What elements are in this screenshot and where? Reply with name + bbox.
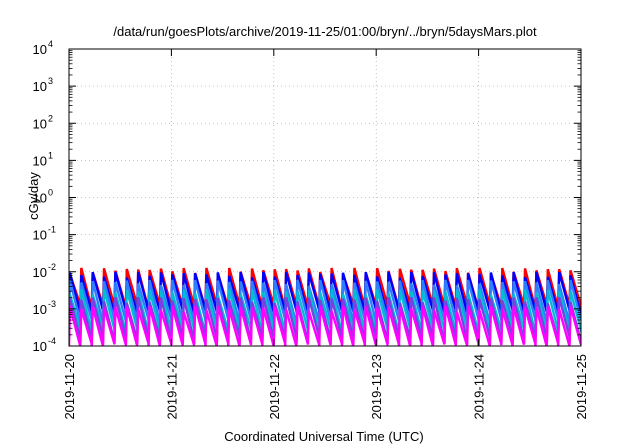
y-tick-exponent: 2 xyxy=(48,113,53,123)
x-axis-label: Coordinated Universal Time (UTC) xyxy=(224,429,423,444)
y-tick-label: 10 xyxy=(33,79,47,94)
y-tick-exponent: 3 xyxy=(48,76,53,86)
series-line xyxy=(69,296,581,344)
x-tick-label: 2019-11-25 xyxy=(574,354,589,420)
y-tick-label: 10 xyxy=(33,153,47,168)
series-line xyxy=(69,288,581,335)
x-tick-label: 2019-11-20 xyxy=(62,354,77,420)
y-tick-label: 10 xyxy=(33,228,47,243)
x-tick-label: 2019-11-24 xyxy=(472,354,487,420)
x-ticks: 2019-11-20 2019-11-21 2019-11-22 2019-11-23… xyxy=(62,49,589,420)
x-tick-label: 2019-11-23 xyxy=(369,354,384,420)
y-tick-exponent: -1 xyxy=(48,225,56,235)
y-tick-label: 10 xyxy=(33,191,47,206)
x-tick-label: 2019-11-22 xyxy=(267,354,282,420)
y-tick-exponent: 4 xyxy=(48,39,53,49)
y-axis-label: cGy/day xyxy=(26,172,41,220)
y-tick-exponent: -3 xyxy=(48,299,56,309)
y-tick-label: 10 xyxy=(33,339,47,354)
y-tick-label: 10 xyxy=(33,116,47,131)
series-line xyxy=(69,279,581,326)
series-line xyxy=(69,305,581,346)
x-tick-label: 2019-11-21 xyxy=(164,354,179,420)
y-tick-exponent: 1 xyxy=(48,150,53,160)
y-tick-exponent: -4 xyxy=(48,336,56,346)
y-tick-label: 10 xyxy=(33,265,47,280)
y-tick-exponent: -2 xyxy=(48,262,56,272)
series-line xyxy=(69,271,581,316)
y-tick-label: 10 xyxy=(33,42,47,57)
chart-title: /data/run/goesPlots/archive/2019-11-25/0… xyxy=(113,24,537,39)
series-group xyxy=(69,267,581,346)
y-tick-exponent: 0 xyxy=(48,188,53,198)
y-tick-label: 10 xyxy=(33,302,47,317)
